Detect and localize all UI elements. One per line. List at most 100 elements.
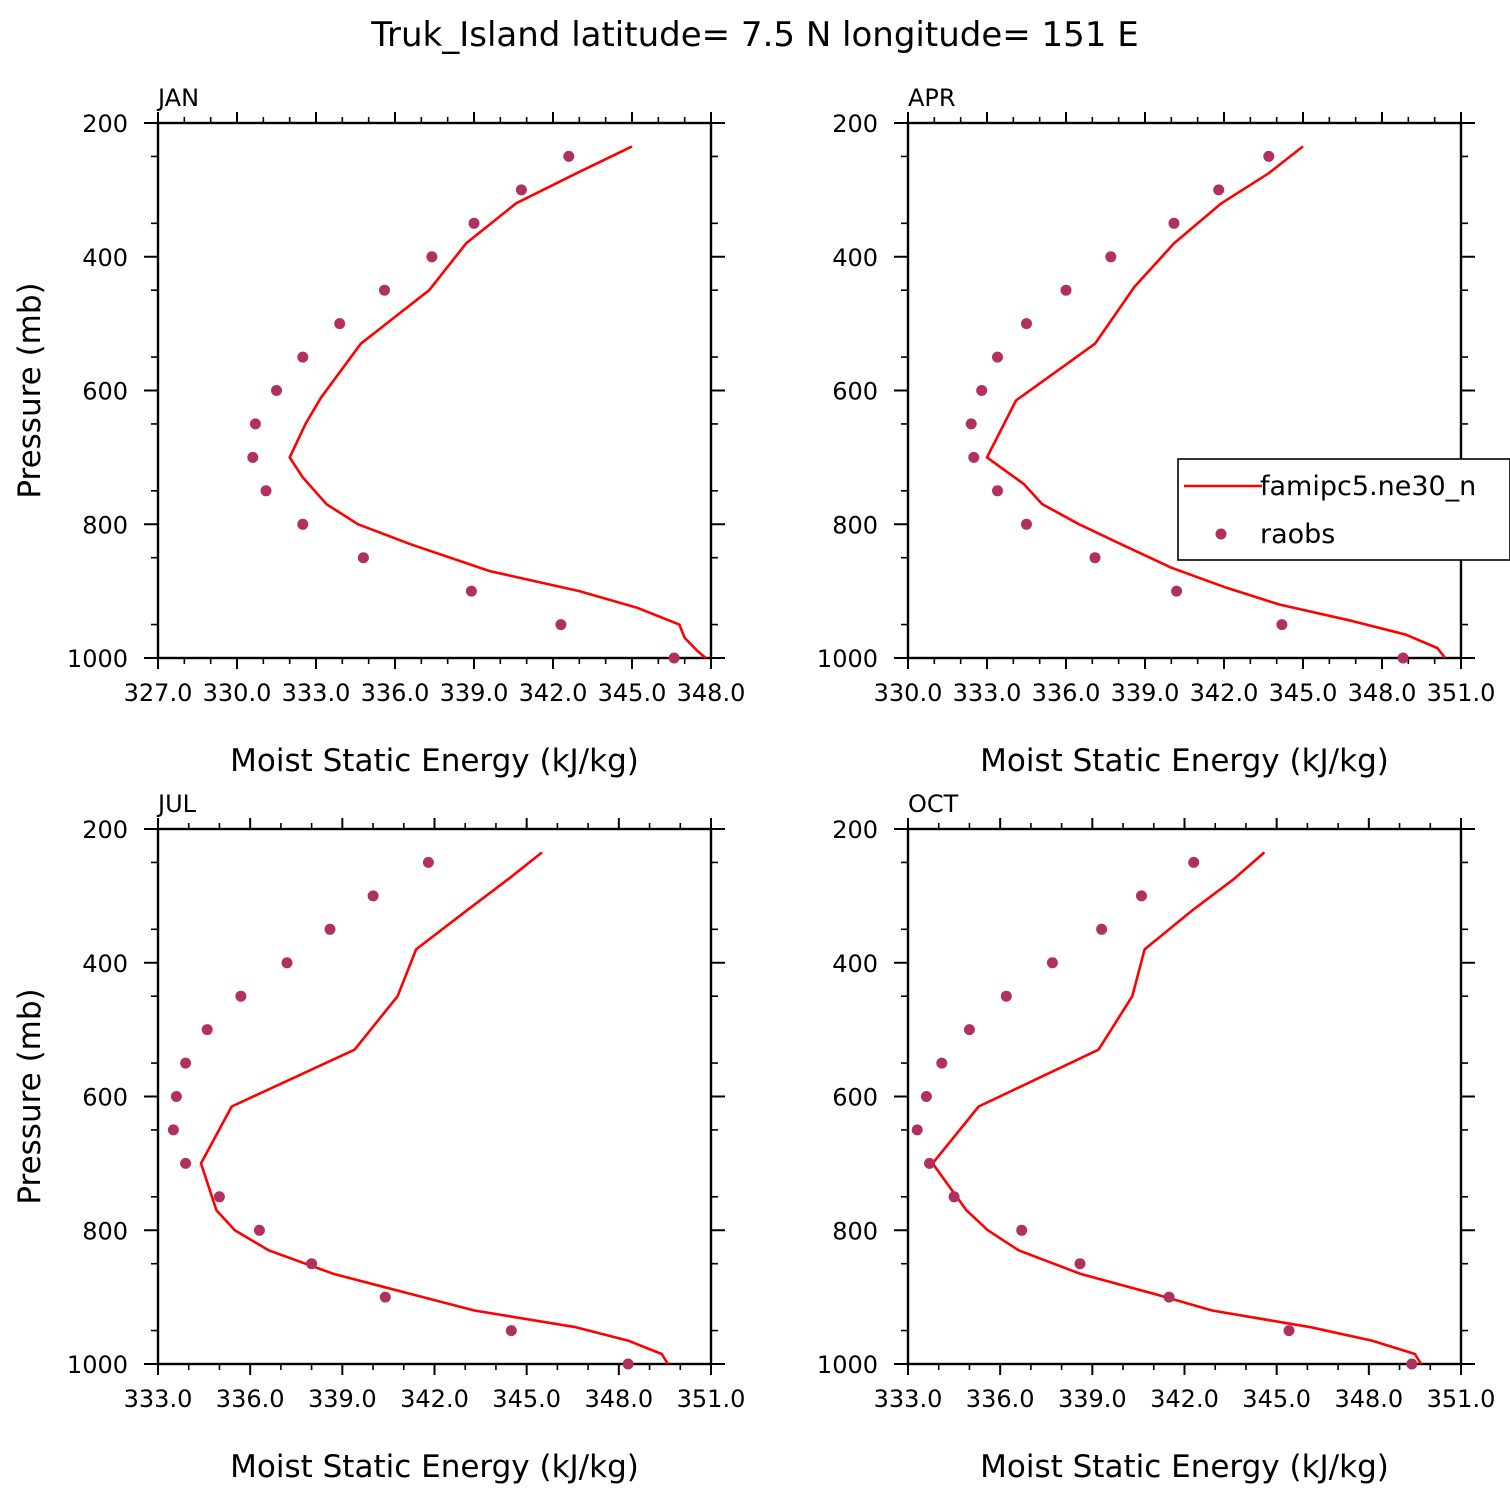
raobs-point <box>1276 619 1288 631</box>
panel-jul: 333.0 336.0 339.0 342.0 345.0 348.0 351.0 200 40… <box>12 790 745 1485</box>
y-tick-label: 600 <box>832 378 878 406</box>
raobs-point <box>1000 990 1012 1002</box>
x-tick-label: 351.0 <box>1427 1385 1496 1413</box>
series-line-model <box>931 851 1423 1365</box>
raobs-point <box>1213 184 1225 196</box>
y-tick-label: 600 <box>82 1084 128 1112</box>
raobs-point <box>253 1224 265 1236</box>
y-tick-label: 1000 <box>817 645 878 673</box>
raobs-point <box>281 957 293 969</box>
raobs-point <box>297 351 309 363</box>
x-tick-label: 333.0 <box>953 679 1022 707</box>
panel-label: APR <box>908 84 956 112</box>
panel-label: JUL <box>156 790 197 818</box>
raobs-point <box>468 217 480 229</box>
raobs-point <box>306 1258 318 1270</box>
x-tick-label: 333.0 <box>124 1385 193 1413</box>
x-tick-label: 348.0 <box>1348 679 1417 707</box>
raobs-point <box>1021 518 1032 530</box>
panel-jan: 327.0 330.0 333.0 336.0 339.0 342.0 345.0 348.0… <box>12 84 745 779</box>
raobs-point <box>213 1191 225 1203</box>
y-tick-label: 200 <box>82 816 128 844</box>
x-tick-label: 333.0 <box>282 679 351 707</box>
raobs-point <box>563 150 575 162</box>
x-axis-label: Moist Static Energy (kJ/kg) <box>980 743 1389 779</box>
legend: famipc5.ne30_n raobs <box>1177 458 1510 561</box>
x-axis-label: Moist Static Energy (kJ/kg) <box>980 1449 1389 1485</box>
raobs-point <box>379 1291 391 1303</box>
raobs-point <box>968 451 980 463</box>
raobs-point <box>948 1191 960 1203</box>
x-tick-label: 339.0 <box>308 1385 377 1413</box>
y-tick-label: 1000 <box>817 1351 878 1379</box>
raobs-point <box>180 1057 192 1069</box>
plot-frame <box>156 121 713 660</box>
raobs-point <box>379 284 390 296</box>
x-tick-label: 351.0 <box>677 1385 746 1413</box>
y-tick-label: 400 <box>82 950 128 978</box>
y-tick-label: 200 <box>832 816 878 844</box>
raobs-point <box>260 485 272 497</box>
raobs-point <box>1283 1325 1295 1337</box>
x-tick-label: 327.0 <box>124 679 193 707</box>
series-line-model <box>288 145 707 659</box>
y-tick-label: 600 <box>832 1084 878 1112</box>
y-tick-label: 1000 <box>67 645 128 673</box>
x-tick-label: 342.0 <box>519 679 588 707</box>
y-tick-label: 200 <box>832 110 878 138</box>
raobs-point <box>924 1157 935 1169</box>
x-tick-label: 339.0 <box>1111 679 1180 707</box>
y-tick-label: 400 <box>832 950 878 978</box>
x-tick-label: 330.0 <box>203 679 272 707</box>
raobs-point <box>505 1325 517 1337</box>
panel-label: OCT <box>908 790 959 818</box>
raobs-point <box>1188 856 1200 868</box>
raobs-point <box>367 890 379 902</box>
raobs-point <box>1171 585 1183 597</box>
raobs-point <box>992 485 1003 497</box>
x-tick-label: 351.0 <box>1427 679 1496 707</box>
legend-box <box>1177 458 1510 561</box>
raobs-point <box>201 1024 213 1036</box>
raobs-point <box>235 990 247 1002</box>
y-tick-label: 800 <box>82 1217 128 1245</box>
y-axis-label: Pressure (mb) <box>12 282 48 498</box>
raobs-point <box>622 1358 634 1370</box>
x-tick-label: 342.0 <box>1150 1385 1219 1413</box>
raobs-point <box>1168 217 1180 229</box>
x-tick-label: 330.0 <box>874 679 943 707</box>
raobs-point <box>911 1124 923 1136</box>
raobs-point <box>976 385 988 396</box>
raobs-point <box>920 1091 932 1102</box>
raobs-point <box>1074 1258 1086 1270</box>
raobs-point <box>167 1124 179 1136</box>
raobs-point <box>1263 150 1275 162</box>
raobs-point <box>1046 957 1058 969</box>
y-tick-label: 800 <box>82 511 128 539</box>
raobs-point <box>247 451 259 463</box>
raobs-point <box>1089 552 1101 564</box>
raobs-point <box>334 318 346 330</box>
legend-label-model: famipc5.ne30_n <box>1260 471 1476 502</box>
raobs-point <box>936 1057 948 1069</box>
x-tick-label: 345.0 <box>1242 1385 1311 1413</box>
raobs-point <box>992 351 1003 363</box>
raobs-point <box>1096 923 1108 935</box>
raobs-point <box>1105 251 1117 263</box>
x-tick-label: 345.0 <box>1269 679 1338 707</box>
series-line-model <box>199 851 670 1365</box>
raobs-point <box>426 251 438 263</box>
x-tick-label: 342.0 <box>1190 679 1259 707</box>
x-tick-label: 348.0 <box>1334 1385 1403 1413</box>
raobs-point <box>1397 652 1409 664</box>
panel-label: JAN <box>156 84 199 112</box>
raobs-point <box>963 1024 975 1036</box>
x-tick-label: 345.0 <box>598 679 667 707</box>
x-tick-label: 336.0 <box>1032 679 1101 707</box>
legend-label-obs: raobs <box>1260 519 1335 550</box>
raobs-point <box>1163 1291 1175 1303</box>
y-tick-label: 800 <box>832 1217 878 1245</box>
y-tick-label: 400 <box>82 244 128 272</box>
plot-frame <box>906 121 1463 660</box>
